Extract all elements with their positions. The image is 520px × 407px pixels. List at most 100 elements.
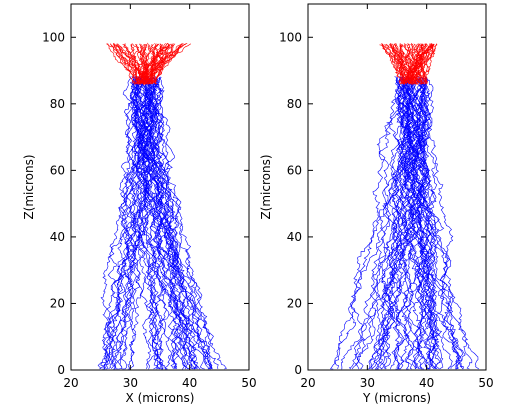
blue-trajectory: [401, 77, 425, 370]
blue-trajectory: [348, 76, 425, 370]
blue-trajectory: [409, 77, 463, 369]
y-tick-label: 0: [57, 363, 65, 377]
axes-frame: [70, 3, 250, 371]
blue-trajectory: [133, 76, 157, 370]
y-tick-label: 80: [287, 97, 302, 111]
blue-trajectory: [409, 75, 440, 370]
x-tick-label: 50: [241, 376, 256, 390]
y-tick-label: 100: [279, 30, 302, 44]
red-trajectory: [151, 43, 166, 84]
blue-trajectory: [408, 77, 453, 370]
blue-trajectory: [379, 76, 413, 370]
red-trajectory: [148, 44, 160, 84]
red-trajectory: [390, 43, 405, 84]
red-trajectory: [390, 44, 422, 85]
blue-trajectory: [403, 77, 444, 370]
red-trajectory: [412, 43, 434, 84]
blue-trajectory: [133, 76, 191, 370]
blue-trajectory: [381, 78, 430, 370]
y-tick-label: 0: [294, 363, 302, 377]
blue-trajectory: [414, 78, 434, 370]
x-tick-label: 40: [419, 376, 434, 390]
y-tick-label: 60: [50, 163, 65, 177]
red-trajectory: [415, 43, 428, 85]
red-trajectory: [110, 43, 149, 85]
blue-trajectory: [354, 76, 406, 370]
x-tick-label: 30: [123, 376, 138, 390]
blue-trajectory: [128, 77, 151, 370]
red-trajectory: [411, 43, 419, 84]
red-trajectory: [400, 43, 435, 84]
red-trajectory: [113, 43, 134, 84]
blue-trajectory: [151, 75, 182, 370]
red-trajectory: [117, 43, 140, 84]
red-trajectory: [137, 43, 192, 85]
red-trajectory: [139, 42, 168, 84]
y-tick-label: 100: [42, 30, 65, 44]
blue-trajectory: [330, 77, 410, 370]
y-axis-label: Z(microns): [22, 154, 36, 219]
red-trajectory: [130, 44, 144, 84]
x-tick-label: 40: [182, 376, 197, 390]
red-trajectory: [398, 43, 425, 84]
x-axis-label: Y (microns): [362, 391, 431, 405]
blue-trajectory: [143, 77, 181, 370]
red-trajectory: [107, 43, 145, 85]
red-trajectory: [140, 44, 148, 85]
blue-trajectory: [340, 76, 406, 370]
blue-trajectory: [102, 77, 144, 370]
blue-trajectory: [410, 75, 464, 370]
x-tick-label: 20: [63, 376, 78, 390]
red-trajectory: [410, 42, 422, 85]
red-trajectory: [123, 43, 137, 85]
x-axis-label: X (microns): [126, 391, 195, 405]
red-trajectory: [149, 44, 175, 85]
blue-trajectory: [114, 77, 161, 370]
x-tick-label: 30: [360, 376, 375, 390]
blue-trajectory: [129, 76, 197, 370]
x-tick-label: 20: [300, 376, 315, 390]
blue-trajectory: [392, 75, 431, 370]
red-trajectory: [146, 43, 176, 84]
red-trajectory: [382, 43, 412, 85]
blue-trajectory: [154, 77, 227, 370]
y-axis-label: Z(microns): [259, 154, 273, 219]
y-tick-label: 80: [50, 97, 65, 111]
blue-trajectory: [354, 76, 423, 370]
blue-trajectory: [393, 77, 428, 370]
axes-frame: [307, 3, 487, 371]
red-trajectory: [113, 44, 151, 85]
blue-trajectory: [134, 77, 168, 370]
red-trajectory: [135, 43, 146, 85]
red-trajectory: [417, 43, 430, 85]
blue-trajectory: [143, 76, 212, 370]
blue-trajectory: [114, 77, 164, 370]
blue-trajectory: [129, 78, 201, 370]
blue-trajectory: [401, 77, 464, 370]
y-tick-label: 40: [287, 230, 302, 244]
blue-trajectory: [422, 77, 461, 370]
red-trajectory: [143, 44, 150, 84]
blue-trajectory: [145, 75, 219, 370]
blue-trajectory: [368, 77, 426, 370]
blue-trajectory: [334, 76, 406, 370]
y-tick-label: 40: [50, 230, 65, 244]
red-trajectory: [389, 44, 418, 84]
blue-trajectory: [107, 75, 152, 369]
blue-trajectory: [394, 77, 415, 370]
red-trajectory: [418, 44, 428, 84]
red-trajectory: [404, 43, 414, 85]
y-tick-label: 20: [287, 296, 302, 310]
blue-trajectory: [412, 78, 437, 370]
y-tick-label: 20: [50, 296, 65, 310]
red-trajectory: [395, 43, 419, 85]
blue-trajectory: [131, 75, 167, 370]
plot-area: [97, 42, 227, 370]
red-trajectory: [384, 44, 404, 84]
plot-area: [330, 42, 480, 370]
red-trajectory: [410, 44, 431, 84]
red-trajectory: [381, 43, 411, 85]
